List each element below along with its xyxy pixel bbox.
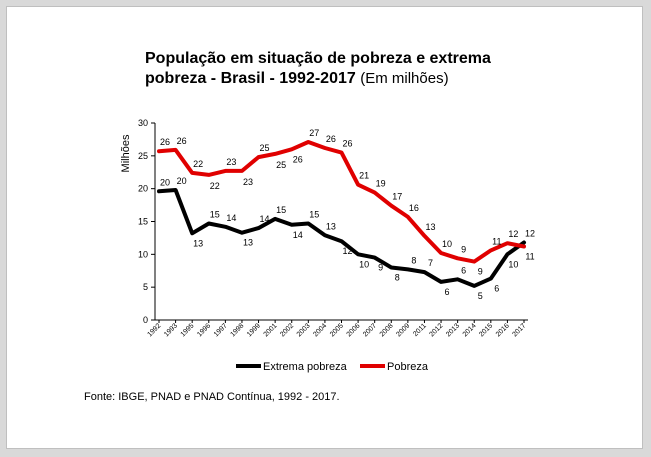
data-label: 15 bbox=[276, 205, 286, 215]
legend-label-1: Pobreza bbox=[387, 361, 429, 373]
series-layer bbox=[157, 140, 526, 288]
x-tick-label: 2008 bbox=[379, 322, 395, 338]
x-tick-label: 1992 bbox=[146, 322, 162, 338]
data-label: 6 bbox=[461, 265, 466, 275]
data-label: 23 bbox=[243, 177, 253, 187]
data-label: 14 bbox=[293, 230, 303, 240]
chart-frame bbox=[6, 6, 643, 449]
data-label: 16 bbox=[409, 203, 419, 213]
data-label: 13 bbox=[326, 221, 336, 231]
x-tick-label: 2015 bbox=[478, 322, 494, 338]
data-label: 6 bbox=[445, 287, 450, 297]
x-tick-label: 1993 bbox=[163, 322, 179, 338]
data-label: 17 bbox=[392, 192, 402, 202]
data-label: 5 bbox=[478, 291, 483, 301]
x-tick-label: 2005 bbox=[329, 322, 345, 338]
data-label: 14 bbox=[226, 213, 236, 223]
data-label: 27 bbox=[309, 128, 319, 138]
data-label: 9 bbox=[461, 244, 466, 254]
x-tick-label: 2012 bbox=[428, 322, 444, 338]
data-label: 22 bbox=[193, 159, 203, 169]
x-tick-label: 2002 bbox=[279, 322, 295, 338]
x-tick-label: 2001 bbox=[263, 322, 279, 338]
data-label: 20 bbox=[160, 177, 170, 187]
x-tick-label: 2016 bbox=[495, 322, 511, 338]
data-label: 26 bbox=[160, 137, 170, 147]
data-label: 7 bbox=[428, 258, 433, 268]
series-line-extrema-pobreza bbox=[157, 188, 526, 288]
data-label: 12 bbox=[342, 246, 352, 256]
data-label: 21 bbox=[359, 171, 369, 181]
data-label: 25 bbox=[260, 143, 270, 153]
x-tick-label: 2014 bbox=[462, 322, 478, 338]
data-label: 12 bbox=[525, 229, 535, 239]
x-tick-label: 2009 bbox=[395, 322, 411, 338]
data-label: 10 bbox=[359, 259, 369, 269]
data-label: 25 bbox=[276, 160, 286, 170]
data-label: 23 bbox=[226, 157, 236, 167]
x-tick-label: 1998 bbox=[229, 322, 245, 338]
x-tick-label: 2007 bbox=[362, 322, 378, 338]
y-tick-label: 15 bbox=[138, 217, 148, 227]
data-label: 9 bbox=[378, 263, 383, 273]
y-tick-label: 20 bbox=[138, 184, 148, 194]
data-label: 12 bbox=[508, 229, 518, 239]
title-unit: (Em milhões) bbox=[360, 70, 449, 87]
data-label: 8 bbox=[411, 255, 416, 265]
data-label: 26 bbox=[326, 134, 336, 144]
data-label: 20 bbox=[177, 176, 187, 186]
x-tick-label: 2003 bbox=[296, 322, 312, 338]
data-labels: 20 20 13 15 14 13 14 15 14 15 13 12 10 9 8 8 7 6 6 5 6 10 12 26… bbox=[160, 128, 535, 301]
data-label: 26 bbox=[293, 154, 303, 164]
y-tick-label: 25 bbox=[138, 151, 148, 161]
series-line-pobreza bbox=[157, 140, 526, 264]
x-tick-label: 2011 bbox=[412, 322, 428, 338]
data-label: 6 bbox=[494, 284, 499, 294]
data-label: 10 bbox=[508, 259, 518, 269]
chart-title: População em situação de pobreza e extre… bbox=[145, 49, 491, 89]
data-label: 26 bbox=[342, 139, 352, 149]
data-label: 10 bbox=[442, 239, 452, 249]
data-label: 26 bbox=[177, 136, 187, 146]
x-tick-label: 1995 bbox=[180, 322, 196, 338]
title-line-1: População em situação de pobreza e extre… bbox=[145, 50, 491, 67]
y-axis-title: Milhões bbox=[120, 134, 132, 172]
legend-label-0: Extrema pobreza bbox=[263, 361, 348, 373]
x-tick-label: 2006 bbox=[346, 322, 362, 338]
data-label: 15 bbox=[309, 209, 319, 219]
data-label: 22 bbox=[210, 181, 220, 191]
data-label: 15 bbox=[210, 209, 220, 219]
data-label: 11 bbox=[492, 236, 501, 246]
x-tick-label: 2004 bbox=[312, 322, 328, 338]
y-tick-label: 5 bbox=[143, 282, 148, 292]
data-label: 13 bbox=[425, 222, 435, 232]
y-tick-label: 10 bbox=[138, 249, 148, 259]
y-tick-label: 0 bbox=[143, 315, 148, 325]
x-tick-label: 1999 bbox=[246, 322, 262, 338]
data-label: 11 bbox=[525, 251, 534, 261]
data-label: 9 bbox=[478, 267, 483, 277]
title-line-2-text: pobreza - Brasil - 1992-2017 bbox=[145, 70, 356, 87]
y-tick-label: 30 bbox=[138, 118, 148, 128]
legend: Extrema pobreza Pobreza bbox=[236, 361, 429, 373]
x-tick-label: 1997 bbox=[213, 322, 229, 338]
source-note: Fonte: IBGE, PNAD e PNAD Contínua, 1992 … bbox=[84, 391, 340, 403]
x-tick-label: 2013 bbox=[445, 322, 461, 338]
x-tick-label: 2017 bbox=[511, 322, 527, 338]
x-tick-label: 1996 bbox=[196, 322, 212, 338]
data-label: 13 bbox=[243, 238, 253, 248]
data-label: 14 bbox=[260, 214, 270, 224]
data-label: 19 bbox=[376, 179, 386, 189]
data-label: 13 bbox=[193, 238, 203, 248]
data-label: 8 bbox=[395, 272, 400, 282]
title-line-2: pobreza - Brasil - 1992-2017 (Em milhões… bbox=[145, 69, 491, 89]
